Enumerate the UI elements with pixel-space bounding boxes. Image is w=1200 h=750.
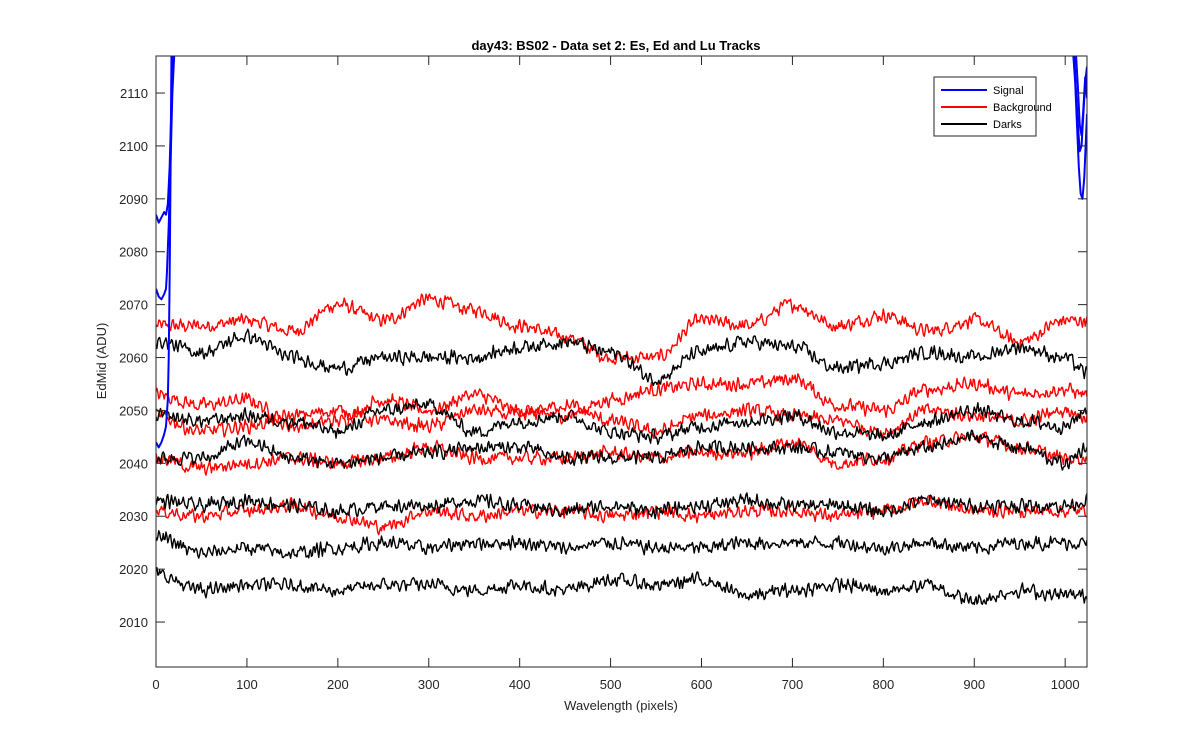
signal-series-line-2 [156, 56, 173, 449]
x-tick-label: 1000 [1051, 677, 1080, 692]
y-tick-label: 2040 [119, 456, 148, 471]
x-tick-label: 600 [691, 677, 713, 692]
x-tick-label: 200 [327, 677, 349, 692]
background-series-line-7 [156, 373, 1087, 434]
background-series-line-8 [156, 399, 1087, 440]
x-tick-label: 700 [782, 677, 804, 692]
y-tick-label: 2060 [119, 351, 148, 366]
signal-series-line-5 [1075, 56, 1087, 137]
y-tick-label: 2030 [119, 509, 148, 524]
y-tick-label: 2050 [119, 403, 148, 418]
y-tick-label: 2020 [119, 562, 148, 577]
x-tick-label: 400 [509, 677, 531, 692]
y-axis-label: EdMid (ADU) [94, 323, 109, 400]
x-tick-label: 900 [963, 677, 985, 692]
x-tick-label: 300 [418, 677, 440, 692]
legend-label-background: Background [993, 102, 1052, 114]
x-tick-label: 100 [236, 677, 258, 692]
x-tick-label: 0 [152, 677, 159, 692]
background-series-line-6 [156, 293, 1087, 365]
darks-series-line-12 [156, 398, 1087, 445]
y-tick-label: 2100 [119, 139, 148, 154]
y-tick-label: 2110 [120, 86, 148, 101]
x-axis-label: Wavelength (pixels) [564, 698, 678, 713]
x-tick-label: 500 [600, 677, 622, 692]
background-series-line-10 [156, 494, 1087, 536]
darks-series-line-14 [156, 492, 1087, 520]
legend-label-signal: Signal [993, 85, 1024, 97]
y-tick-label: 2090 [119, 192, 148, 207]
y-tick-label: 2080 [119, 245, 148, 260]
darks-series-line-11 [156, 328, 1087, 387]
chart-title: day43: BS02 - Data set 2: Es, Ed and Lu … [471, 38, 760, 53]
darks-series-line-16 [156, 567, 1087, 606]
legend: Signal Background Darks [933, 76, 1052, 137]
x-tick-label: 800 [872, 677, 894, 692]
darks-series-line-15 [156, 530, 1087, 559]
y-tick-label: 2010 [119, 615, 148, 630]
legend-label-darks: Darks [993, 119, 1022, 131]
axes-box [155, 55, 1088, 668]
y-tick-label: 2070 [119, 298, 148, 313]
x-axis: 0 100 200 300 400 500 600 700 800 900 1000 [152, 56, 1080, 692]
darks-series-line-13 [156, 429, 1087, 471]
series-layer [156, 56, 1087, 606]
plot-area [155, 55, 1088, 668]
y-axis: 2010 2020 2030 2040 2050 2060 2070 2080 2090 2100… [119, 86, 1087, 630]
